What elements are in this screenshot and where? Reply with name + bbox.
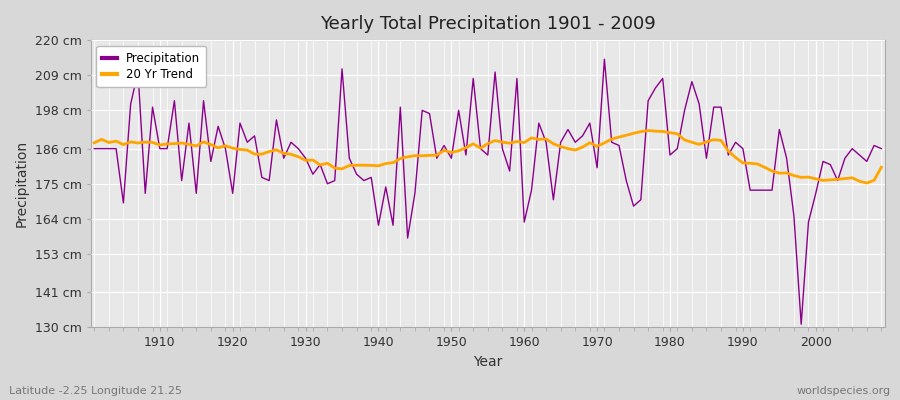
Precipitation <box>147 105 158 110</box>
Text: worldspecies.org: worldspecies.org <box>796 386 891 396</box>
20 Yr Trend <box>876 165 886 170</box>
20 Yr Trend <box>147 140 158 145</box>
20 Yr Trend <box>607 137 617 142</box>
20 Yr Trend <box>351 163 362 168</box>
Precipitation <box>351 172 362 176</box>
Precipitation <box>876 146 886 151</box>
20 Yr Trend <box>643 128 653 133</box>
Precipitation <box>308 172 319 176</box>
20 Yr Trend <box>511 139 522 144</box>
Legend: Precipitation, 20 Yr Trend: Precipitation, 20 Yr Trend <box>96 46 206 87</box>
X-axis label: Year: Year <box>473 355 502 369</box>
Precipitation <box>796 322 806 327</box>
Line: Precipitation: Precipitation <box>94 59 881 324</box>
20 Yr Trend <box>861 181 872 186</box>
Precipitation <box>89 146 100 151</box>
Title: Yearly Total Precipitation 1901 - 2009: Yearly Total Precipitation 1901 - 2009 <box>320 15 656 33</box>
Text: Latitude -2.25 Longitude 21.25: Latitude -2.25 Longitude 21.25 <box>9 386 182 396</box>
20 Yr Trend <box>308 158 319 162</box>
20 Yr Trend <box>518 140 529 145</box>
Line: 20 Yr Trend: 20 Yr Trend <box>94 130 881 183</box>
Precipitation <box>518 220 529 224</box>
Precipitation <box>599 57 610 62</box>
Precipitation <box>511 76 522 81</box>
Y-axis label: Precipitation: Precipitation <box>15 140 29 227</box>
20 Yr Trend <box>89 140 100 145</box>
Precipitation <box>614 143 625 148</box>
